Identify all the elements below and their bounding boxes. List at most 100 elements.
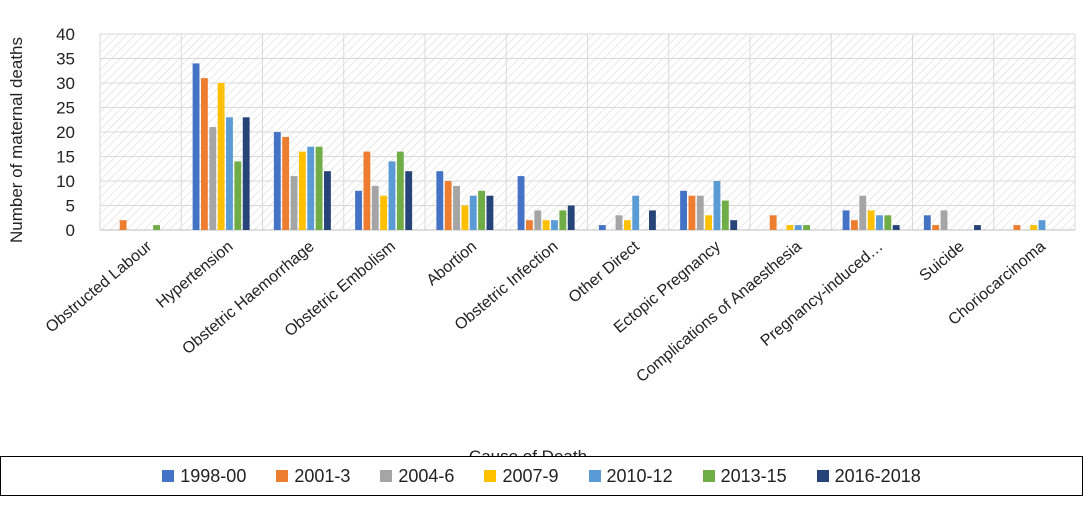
x-tick-label: Other Direct [566,238,643,307]
bar [859,195,867,230]
bar [730,220,738,230]
bar [242,117,250,230]
bar [200,78,208,230]
legend-item: 2010-12 [588,465,673,487]
bar [713,181,721,230]
y-tick-label: 0 [66,221,75,240]
bar [405,171,413,230]
bar [786,225,794,230]
bar [649,210,656,230]
bar [940,210,948,230]
bar [688,195,696,230]
y-tick-label: 20 [56,123,75,142]
x-tick-label: Obstructed Labour [43,238,156,337]
legend-label: 2013-15 [720,465,787,486]
bar [298,151,306,230]
bar [769,215,777,230]
bar [534,210,542,230]
y-tick-label: 30 [56,74,75,93]
bar [217,83,225,230]
bar-chart: 0 5 10 15 20 25 30 35 40 Obstructed LabourHypert… [7,25,1076,456]
bar [226,117,233,230]
legend-label: 2001-3 [294,465,351,486]
bar [1038,220,1046,230]
legend-label: 1998-00 [180,465,247,486]
bar [598,225,606,230]
bar [153,225,161,230]
y-tick-labels: 0 5 10 15 20 25 30 35 40 [56,25,75,240]
bar [892,225,900,230]
x-tick-label: Complications of Anaesthesia [633,238,805,386]
bar [371,185,379,230]
bar [623,220,631,230]
bar [486,195,494,230]
legend-item: 2007-9 [484,465,559,487]
legend-item: 1998-00 [162,466,246,487]
bar [478,190,486,230]
legend-item: 2016-2018 [816,465,921,487]
legend-item: 2004-6 [380,466,454,487]
legend-swatch [484,470,497,482]
bar [363,151,371,230]
bar [282,136,290,230]
y-axis-label: Number of maternal deaths [7,37,26,243]
bar [525,220,533,230]
bar [876,215,883,230]
bar [551,220,558,230]
bar [850,220,858,230]
bar [234,161,242,230]
bar [290,176,298,230]
bar [461,205,469,230]
legend: 1998-00 2001-3 2004-6 2007-9 2010-12 2013-15 2… [0,456,1083,496]
bar [867,210,875,230]
bar [567,205,575,230]
bar [380,195,388,230]
bar [680,190,687,230]
legend-label: 2004-6 [398,465,455,486]
bar [884,215,892,230]
bar [453,185,460,230]
x-axis-label: Cause of Death [469,447,587,456]
legend-swatch [702,470,715,482]
legend-swatch [276,470,289,482]
legend-swatch [588,470,601,482]
bar [696,195,704,230]
bar [517,176,525,230]
legend-label: 2010-12 [606,465,673,486]
legend-label: 2016-2018 [834,465,921,486]
bar [307,146,315,230]
bar [324,171,331,230]
bar [842,210,850,230]
bar [932,225,940,230]
legend-item: 2013-15 [702,465,787,487]
bar [209,127,217,230]
gridlines [99,33,1076,231]
bar [615,215,623,230]
bar [923,215,931,230]
bar [794,225,802,230]
bar [355,190,362,230]
y-tick-label: 5 [66,197,75,216]
y-tick-label: 25 [56,99,75,118]
bar [542,220,550,230]
bar [632,195,640,230]
bar [315,146,323,230]
bar [388,161,396,230]
x-tick-label: Abortion [424,238,481,289]
bar [273,132,281,230]
bar [1013,225,1021,230]
legend-swatch [816,470,829,482]
bar [444,181,452,230]
bar [119,220,127,230]
y-tick-label: 35 [56,50,75,69]
bar [192,63,200,231]
bar [469,195,477,230]
x-tick-label: Hypertension [153,238,236,312]
legend-item: 2001-3 [276,466,350,487]
legend-label: 2007-9 [502,465,559,486]
bar [559,210,567,230]
y-tick-label: 15 [56,148,75,167]
bar [1030,225,1038,230]
bar [396,151,404,230]
